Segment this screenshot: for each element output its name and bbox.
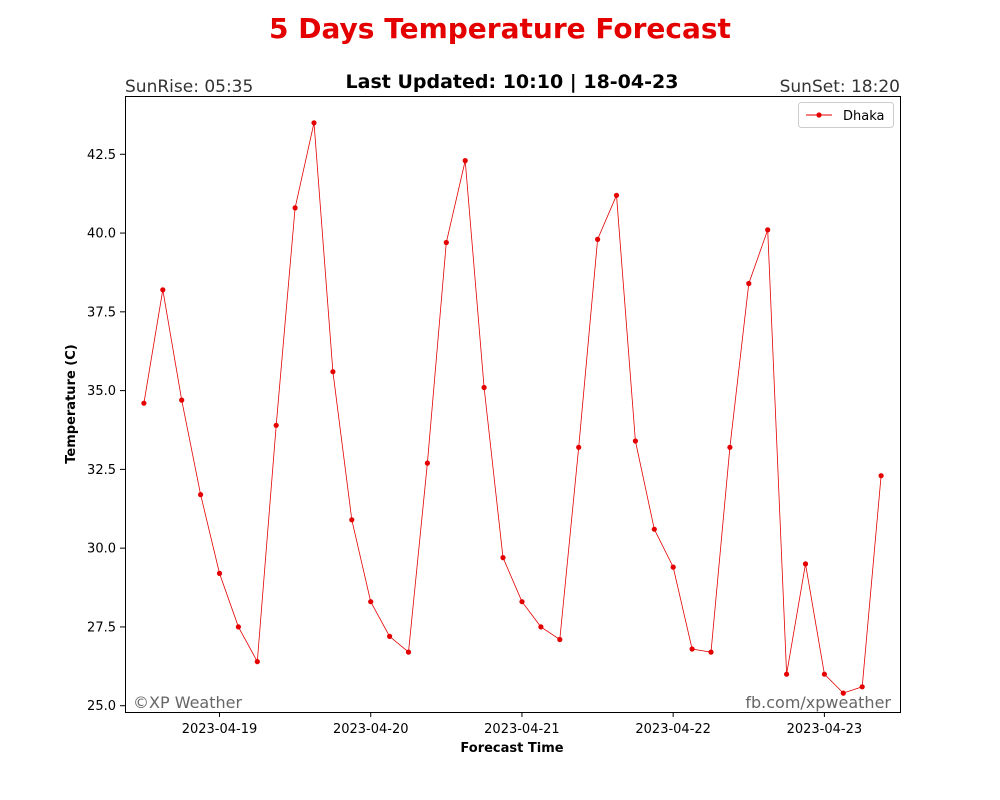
y-tick-label-1: 27.5 (87, 620, 116, 635)
plot-area (141, 120, 884, 696)
data-point-15 (424, 460, 430, 466)
y-tick-label-0: 25.0 (87, 699, 116, 714)
data-point-0 (141, 400, 147, 406)
data-point-26 (632, 438, 639, 444)
data-point-9 (311, 120, 317, 126)
data-point-21 (538, 624, 544, 630)
x-tick-label-1: 2023-04-20 (333, 722, 409, 737)
data-point-27 (651, 526, 657, 532)
data-point-24 (595, 236, 601, 242)
data-point-13 (387, 633, 393, 640)
data-point-23 (576, 444, 582, 450)
data-point-4 (216, 570, 223, 577)
data-point-6 (254, 659, 260, 665)
x-tick-label-0: 2023-04-19 (182, 722, 258, 737)
data-point-16 (443, 239, 449, 246)
chart-title: 5 Days Temperature Forecast (269, 12, 731, 45)
y-tick-label-7: 42.5 (87, 148, 116, 163)
sunset-label: SunSet: 18:20 (780, 77, 900, 97)
legend-box (798, 102, 894, 128)
data-point-19 (500, 555, 506, 561)
data-point-1 (160, 287, 166, 293)
data-point-11 (349, 517, 355, 523)
y-axis: 25.0 27.5 30.0 32.5 35.0 37.5 40.0 42.5 (87, 148, 125, 714)
y-tick-label-6: 40.0 (87, 227, 116, 242)
x-axis: 2023-04-19 2023-04-20 2023-04-21 2023-04-22… (182, 712, 862, 737)
data-point-12 (368, 599, 374, 605)
data-point-35 (802, 561, 809, 567)
last-updated-label: Last Updated: 10:10 | 18-04-23 (346, 71, 679, 93)
x-tick-label-4: 2023-04-23 (787, 722, 863, 737)
sunrise-label: SunRise: 05:35 (125, 77, 253, 97)
y-axis-label: Temperature (C) (64, 344, 79, 463)
legend: Dhaka (798, 102, 894, 128)
watermark-left: ©XP Weather (133, 693, 242, 712)
y-tick-label-5: 37.5 (87, 305, 116, 320)
data-point-38 (859, 684, 865, 690)
data-point-25 (613, 192, 620, 198)
y-tick-label-4: 35.0 (87, 384, 116, 399)
data-point-22 (557, 636, 563, 643)
data-point-28 (670, 564, 676, 570)
data-point-37 (840, 690, 846, 696)
series-line-dhaka (143, 122, 882, 694)
data-point-8 (292, 205, 298, 211)
x-tick-label-2: 2023-04-21 (484, 722, 560, 737)
data-point-34 (784, 671, 790, 677)
plot-frame (125, 96, 901, 713)
legend-point-marker (816, 112, 822, 118)
y-tick-label-2: 30.0 (87, 542, 116, 557)
data-point-3 (198, 492, 204, 498)
y-tick-label-3: 32.5 (87, 463, 116, 478)
data-point-30 (708, 649, 714, 655)
data-point-14 (405, 649, 412, 655)
data-point-10 (330, 369, 336, 375)
watermark-right: fb.com/xpweather (745, 693, 891, 712)
data-point-32 (746, 280, 752, 287)
x-tick-label-3: 2023-04-22 (635, 722, 711, 737)
x-axis-label: Forecast Time (460, 741, 563, 756)
data-point-17 (462, 158, 468, 164)
data-point-29 (689, 646, 695, 652)
data-point-7 (273, 422, 279, 428)
data-point-31 (727, 444, 733, 450)
data-point-33 (765, 227, 771, 233)
data-point-20 (519, 599, 525, 605)
data-point-39 (878, 473, 884, 479)
data-point-2 (179, 397, 185, 403)
data-point-18 (481, 384, 487, 391)
legend-entry-dhaka: Dhaka (843, 109, 884, 124)
data-point-5 (235, 624, 241, 630)
data-point-36 (821, 671, 828, 677)
